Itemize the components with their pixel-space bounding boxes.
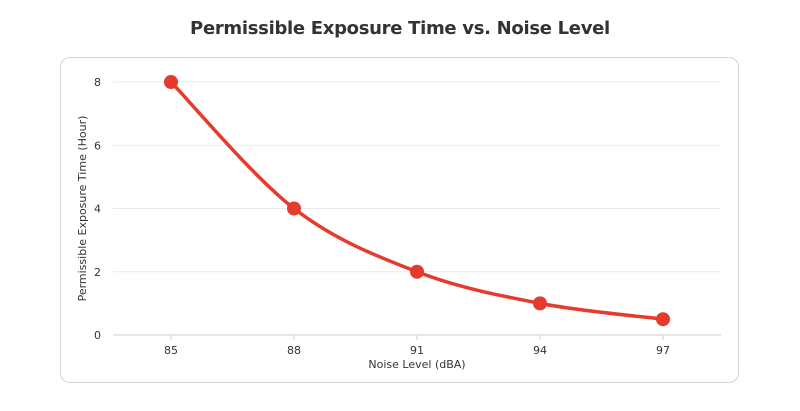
data-points <box>164 75 670 327</box>
x-tick-label: 94 <box>533 344 547 357</box>
y-tick-label: 6 <box>94 139 101 152</box>
y-axis-ticks: 0 2 4 6 8 <box>94 76 101 342</box>
chart-title: Permissible Exposure Time vs. Noise Leve… <box>190 18 610 39</box>
series-line <box>169 80 665 321</box>
y-tick-label: 2 <box>94 266 101 279</box>
x-tick-label: 97 <box>656 344 670 357</box>
data-point <box>410 264 424 279</box>
data-point <box>533 296 547 311</box>
data-point <box>287 201 301 216</box>
data-point <box>164 75 178 89</box>
x-tick-label: 91 <box>410 344 424 357</box>
y-tick-label: 8 <box>94 76 101 89</box>
y-axis-label: Permissible Exposure Time (Hour) <box>76 116 89 302</box>
data-point <box>656 312 670 327</box>
x-tick-label: 88 <box>287 344 301 357</box>
y-tick-label: 0 <box>94 329 101 342</box>
x-tick-label: 85 <box>164 344 178 357</box>
y-tick-label: 4 <box>94 203 101 216</box>
x-axis-ticks: 85 88 91 94 97 <box>164 335 670 357</box>
grid-lines <box>113 81 721 273</box>
chart-card <box>60 57 739 383</box>
x-axis-label: Noise Level (dBA) <box>368 358 465 371</box>
